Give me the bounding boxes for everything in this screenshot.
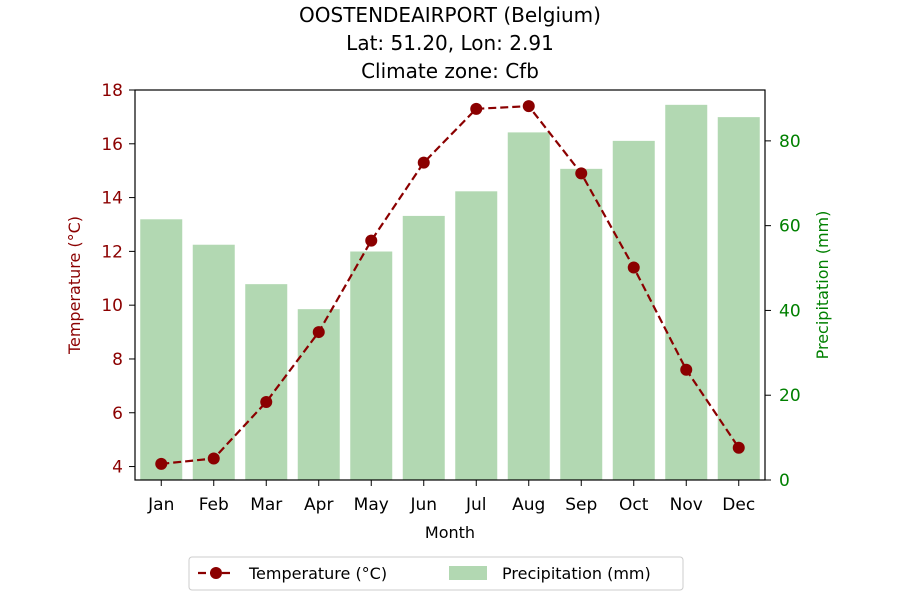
x-tick-label: Jul [465,495,487,515]
title-line-3: Climate zone: Cfb [361,59,539,83]
title-line-1: OOSTENDEAIRPORT (Belgium) [299,3,601,27]
x-tick-label: Feb [199,495,229,515]
x-tick-label: Aug [512,495,545,515]
precip-bar-jul [455,191,498,480]
x-tick-label: Jun [409,495,437,515]
legend-temp-marker [210,567,222,579]
precip-bar-aug [507,132,550,481]
x-tick-label: Dec [722,495,755,515]
left-tick-label: 14 [101,189,123,209]
right-tick-label: 40 [779,301,801,321]
precip-bar-may [350,251,393,480]
x-tick-label: Nov [670,495,703,515]
right-tick-label: 80 [779,132,801,152]
x-tick-label: Jan [147,495,174,515]
left-tick-label: 6 [112,404,123,424]
legend: Temperature (°C) Precipitation (mm) [188,556,684,591]
x-tick-label: Oct [619,495,649,515]
right-tick-label: 20 [779,386,801,406]
left-tick-label: 16 [101,135,123,155]
temp-point-mar [260,396,273,408]
precipitation-bars [140,104,760,481]
chart-title: OOSTENDEAIRPORT (Belgium) Lat: 51.20, Lon… [299,3,601,83]
plot-frame [134,89,766,481]
precip-bar-dec [717,117,760,480]
temperature-series-line [161,105,740,465]
temp-point-apr [312,326,325,339]
x-tick-label: Sep [565,495,597,515]
legend-box [188,556,684,591]
temp-point-may [365,234,378,247]
right-tick-label: 60 [779,217,801,237]
x-tick-label: Apr [304,495,333,515]
legend-precip-swatch [449,566,487,580]
x-tick-label: May [354,495,389,515]
temp-point-jun [417,156,430,169]
right-y-axis: 0 20 40 60 80 [765,132,801,491]
precip-bar-mar [245,284,288,480]
temp-point-nov [680,363,693,376]
x-axis-label: Month [425,523,475,542]
legend-temp-label: Temperature (°C) [248,564,387,583]
right-y-axis-label: Precipitation (mm) [813,211,832,360]
precip-bar-sep [560,168,603,480]
x-tick-label: Mar [250,495,282,515]
temp-point-aug [522,100,535,113]
temp-point-sep [575,167,588,180]
left-tick-label: 12 [101,242,123,262]
left-tick-label: 4 [112,458,123,478]
temperature-line [155,100,745,470]
left-tick-label: 8 [112,350,123,370]
x-axis: Jan Feb Mar Apr May Jun Jul Aug Sep Oct Nov Dec [147,480,755,515]
precip-bar-jan [140,219,183,481]
temp-point-dec [732,441,745,454]
temp-point-oct [627,261,640,274]
temp-point-jan [155,457,168,470]
right-tick-label: 0 [779,471,790,491]
temp-point-jul [470,102,483,115]
left-tick-label: 10 [101,296,123,316]
precip-bar-feb [192,244,235,480]
title-line-2: Lat: 51.20, Lon: 2.91 [346,31,554,55]
precip-bar-jun [402,215,445,481]
left-y-axis-label: Temperature (°C) [65,216,84,355]
precip-bar-nov [665,104,708,480]
temp-point-feb [207,452,220,465]
legend-precip-label: Precipitation (mm) [502,564,651,583]
precip-bar-oct [612,140,655,480]
left-y-axis: 4 6 8 10 12 14 16 18 [101,81,135,478]
left-tick-label: 18 [101,81,123,101]
